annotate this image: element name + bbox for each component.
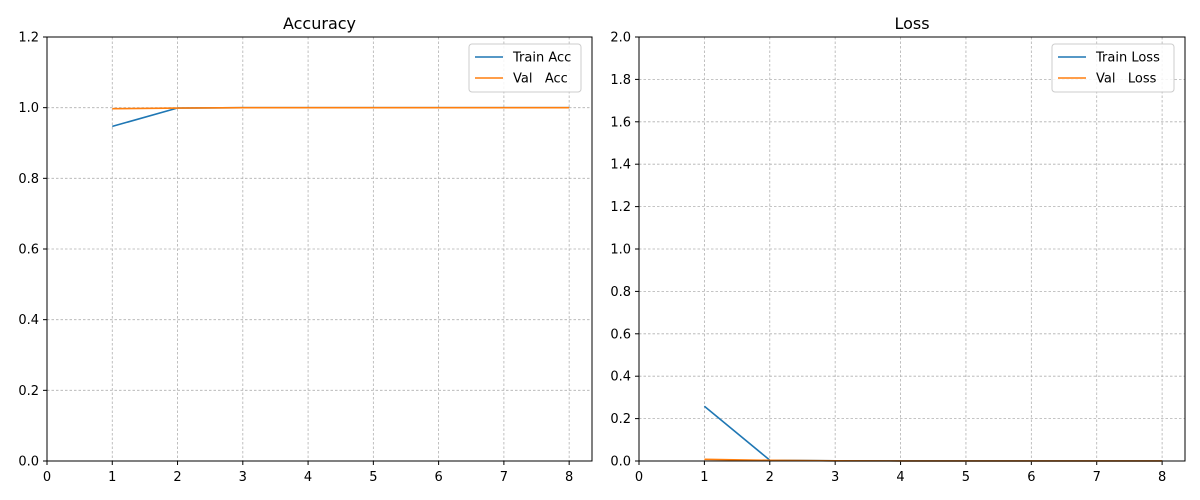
legend-label: Val Loss [1096,72,1157,87]
x-tick-label: 0 [635,470,643,485]
x-tick-label: 6 [1027,470,1035,485]
y-tick-label: 0.8 [18,172,39,187]
series-line-train [703,405,1163,462]
x-tick-label: 8 [1158,470,1166,485]
legend: Train Loss Val Loss [1051,43,1175,93]
legend-box [468,43,582,93]
y-tick-label: 1.0 [18,101,39,116]
series-line-train [112,106,570,128]
y-tick-label: 1.4 [610,158,631,173]
y-tick-label: 0.2 [610,412,631,427]
legend-label: Train Acc [512,51,571,66]
y-tick-label: 1.2 [18,31,39,46]
legend: Train Acc Val Acc [468,43,582,93]
chart-title: Loss [894,14,929,33]
chart-title: Accuracy [283,14,356,33]
y-tick-label: 0.0 [610,455,631,470]
y-tick-label: 1.8 [610,73,631,88]
x-tick-label: 1 [700,470,708,485]
y-tick-label: 1.2 [610,200,631,215]
y-tick-label: 0.4 [610,370,631,385]
accuracy-chart: Accuracy 0 1 2 3 4 5 6 7 8 0.0 0.2 0.4 0.6 0.8 1.0 1.2 Tr… [18,14,593,485]
x-tick-label: 6 [434,470,442,485]
x-tick-label: 5 [962,470,970,485]
x-tick-label: 7 [1093,470,1101,485]
x-tick-label: 3 [239,470,247,485]
x-tick-label: 8 [565,470,573,485]
x-tick-label: 3 [831,470,839,485]
x-tick-label: 0 [43,470,51,485]
legend-label: Train Loss [1095,51,1160,66]
y-tick-label: 1.0 [610,243,631,258]
y-tick-label: 0.0 [18,455,39,470]
y-tick-label: 0.4 [18,313,39,328]
x-tick-label: 7 [500,470,508,485]
legend-box [1051,43,1175,93]
series-line-val [112,106,570,110]
x-tick-label: 4 [896,470,904,485]
y-tick-label: 2.0 [610,31,631,46]
y-tick-label: 1.6 [610,115,631,130]
y-tick-label: 0.8 [610,285,631,300]
y-tick-label: 0.6 [18,243,39,258]
legend-label: Val Acc [513,72,568,87]
x-tick-label: 1 [108,470,116,485]
loss-chart: Loss 0 1 2 3 4 5 6 7 8 0.0 0.2 0.4 0.6 0.8 1.0 1.2 1.4 1.6… [610,14,1186,485]
plot-frame [638,36,1186,462]
x-tick-label: 2 [766,470,774,485]
y-tick-label: 0.2 [18,384,39,399]
y-tick-label: 0.6 [610,327,631,342]
plot-frame [46,36,593,462]
x-tick-label: 4 [304,470,312,485]
x-tick-label: 5 [369,470,377,485]
x-tick-label: 2 [173,470,181,485]
